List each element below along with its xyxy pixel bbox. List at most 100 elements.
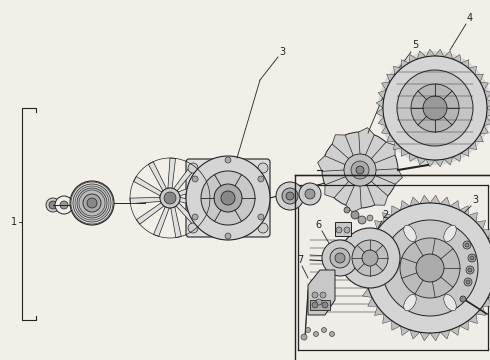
Polygon shape bbox=[325, 177, 349, 198]
Polygon shape bbox=[387, 74, 395, 82]
Polygon shape bbox=[400, 201, 410, 210]
Polygon shape bbox=[178, 181, 208, 196]
Polygon shape bbox=[378, 90, 386, 99]
Circle shape bbox=[186, 156, 270, 240]
Circle shape bbox=[322, 302, 328, 308]
Text: 6: 6 bbox=[315, 220, 321, 230]
Polygon shape bbox=[371, 142, 395, 163]
Polygon shape bbox=[359, 248, 368, 258]
Polygon shape bbox=[392, 321, 400, 330]
Polygon shape bbox=[153, 207, 169, 237]
Circle shape bbox=[70, 181, 114, 225]
Polygon shape bbox=[488, 238, 490, 248]
Circle shape bbox=[465, 243, 469, 247]
Circle shape bbox=[192, 176, 198, 182]
Circle shape bbox=[312, 302, 318, 308]
Circle shape bbox=[77, 188, 107, 218]
Polygon shape bbox=[368, 230, 377, 238]
Polygon shape bbox=[374, 306, 384, 315]
Polygon shape bbox=[468, 314, 477, 324]
Polygon shape bbox=[134, 176, 162, 196]
Circle shape bbox=[276, 182, 304, 210]
Circle shape bbox=[365, 203, 490, 333]
Circle shape bbox=[344, 154, 376, 186]
Circle shape bbox=[470, 256, 474, 260]
Circle shape bbox=[214, 184, 242, 212]
Circle shape bbox=[423, 96, 447, 120]
Circle shape bbox=[322, 240, 358, 276]
Polygon shape bbox=[430, 332, 440, 341]
Polygon shape bbox=[450, 326, 460, 336]
Text: 3: 3 bbox=[472, 195, 478, 205]
Polygon shape bbox=[387, 134, 395, 142]
Polygon shape bbox=[435, 159, 444, 167]
Polygon shape bbox=[476, 306, 486, 315]
Polygon shape bbox=[392, 206, 400, 215]
Circle shape bbox=[400, 238, 460, 298]
Circle shape bbox=[160, 188, 180, 208]
Polygon shape bbox=[435, 49, 444, 57]
Circle shape bbox=[192, 214, 198, 220]
Ellipse shape bbox=[404, 294, 416, 311]
Circle shape bbox=[258, 223, 268, 233]
Polygon shape bbox=[483, 230, 490, 238]
Polygon shape bbox=[460, 321, 468, 330]
Polygon shape bbox=[484, 90, 490, 99]
Polygon shape bbox=[440, 330, 450, 339]
Circle shape bbox=[464, 278, 472, 286]
Circle shape bbox=[83, 194, 101, 212]
Polygon shape bbox=[484, 117, 490, 126]
Circle shape bbox=[314, 332, 318, 337]
Circle shape bbox=[416, 254, 444, 282]
Circle shape bbox=[330, 248, 350, 268]
Circle shape bbox=[305, 189, 315, 199]
Circle shape bbox=[411, 84, 459, 132]
Circle shape bbox=[468, 254, 476, 262]
Circle shape bbox=[329, 332, 335, 337]
Circle shape bbox=[378, 51, 490, 165]
Bar bbox=[298, 185, 488, 350]
Text: 5: 5 bbox=[412, 40, 418, 50]
Polygon shape bbox=[375, 169, 402, 184]
Polygon shape bbox=[168, 158, 175, 188]
Circle shape bbox=[351, 161, 369, 179]
Polygon shape bbox=[468, 212, 477, 222]
Circle shape bbox=[225, 157, 231, 163]
Circle shape bbox=[466, 266, 474, 274]
Text: 1: 1 bbox=[11, 217, 17, 227]
Polygon shape bbox=[359, 278, 368, 288]
Text: 3: 3 bbox=[279, 47, 285, 57]
Polygon shape bbox=[318, 156, 345, 171]
Polygon shape bbox=[453, 153, 461, 162]
Circle shape bbox=[312, 292, 318, 298]
Polygon shape bbox=[176, 203, 200, 228]
Circle shape bbox=[460, 296, 466, 302]
Polygon shape bbox=[461, 60, 469, 68]
Circle shape bbox=[382, 220, 478, 316]
Circle shape bbox=[397, 70, 473, 146]
Polygon shape bbox=[480, 126, 489, 134]
Circle shape bbox=[301, 334, 307, 340]
Polygon shape bbox=[486, 108, 490, 117]
Polygon shape bbox=[476, 221, 486, 230]
Polygon shape bbox=[420, 195, 430, 204]
Polygon shape bbox=[363, 238, 372, 248]
Ellipse shape bbox=[444, 294, 456, 311]
Circle shape bbox=[358, 216, 366, 224]
Polygon shape bbox=[410, 197, 420, 206]
Polygon shape bbox=[363, 288, 372, 297]
Polygon shape bbox=[357, 258, 366, 268]
Circle shape bbox=[320, 292, 326, 298]
Circle shape bbox=[352, 240, 388, 276]
Ellipse shape bbox=[404, 225, 416, 242]
Circle shape bbox=[73, 184, 111, 222]
Polygon shape bbox=[382, 82, 390, 90]
Polygon shape bbox=[383, 314, 392, 324]
Circle shape bbox=[286, 192, 294, 200]
Circle shape bbox=[49, 201, 57, 209]
Circle shape bbox=[60, 201, 68, 209]
Polygon shape bbox=[308, 270, 335, 315]
Circle shape bbox=[351, 211, 359, 219]
Polygon shape bbox=[359, 128, 374, 155]
Polygon shape bbox=[475, 134, 483, 142]
